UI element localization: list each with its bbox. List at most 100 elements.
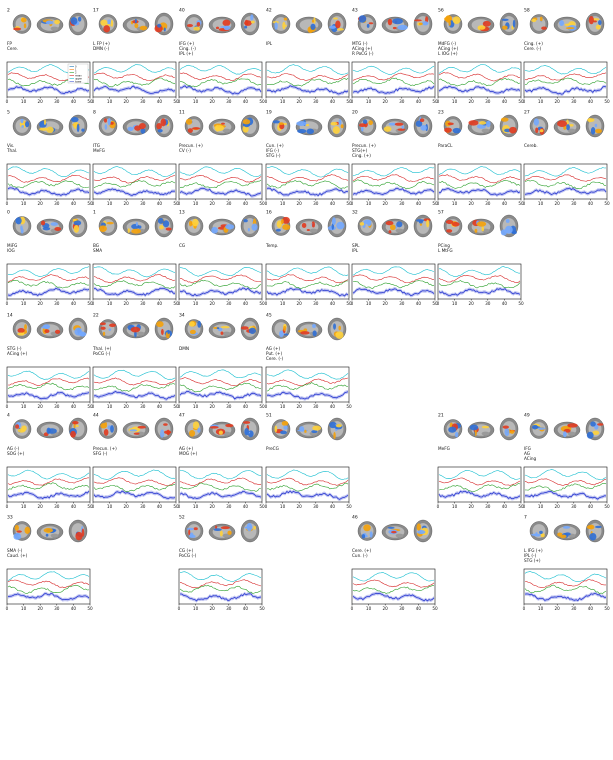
mean-line [438,477,521,486]
component-label: L MtFG [438,248,453,253]
component-panel: 47 0 10 20 30 40 50 [178,413,265,510]
x-tick-label: 20 [297,404,303,409]
component-label: MdFG (-) [438,41,457,46]
mean-line [7,579,90,589]
series-line [438,280,521,289]
series-line [7,382,90,391]
upper-line [179,469,262,480]
component-label: CV (-) [179,148,191,153]
upper-line [438,470,521,480]
x-tick-label: 50 [346,504,352,509]
component-label: MOG (+) [179,451,198,456]
component-label: BG [93,243,100,248]
component-id: 52 [179,515,185,521]
x-tick-label: 50 [346,99,352,104]
mean-line [524,579,606,588]
x-tick-label: 0 [265,301,268,306]
x-tick-label: 40 [588,606,594,611]
x-tick-label: 10 [280,504,286,509]
lower-line [7,187,90,196]
upper-line [438,266,521,277]
lower-line [179,490,262,500]
component-label: SFG (-) [93,451,108,456]
mean-line [524,72,607,81]
x-tick-label: 50 [432,201,438,206]
lower-band [353,286,434,298]
component-label: IFG [524,446,531,451]
x-tick-label: 20 [555,504,561,509]
x-tick-label: 0 [178,606,181,611]
mean-line [267,73,349,81]
lower-line [438,288,521,296]
x-tick-label: 10 [366,606,372,611]
lower-band [8,390,89,401]
x-tick-label: 10 [452,504,458,509]
component-label: Cing. (+) [524,41,543,46]
lower-band [439,286,520,298]
lower-line [179,187,262,197]
upper-line [93,469,176,480]
series-line [524,483,607,492]
upper-line [438,64,521,74]
component-label: PoCG (-) [179,553,197,558]
component-label: SPL [352,243,360,248]
component-label: Thal. (+) [93,346,112,351]
x-tick-label: 10 [193,301,199,306]
component-label: Vis. [7,143,15,148]
x-tick-label: 50 [87,201,93,206]
upper-line [266,369,349,380]
component-label: L IFG (+) [524,548,543,553]
x-tick-label: 0 [178,504,181,509]
component-panel: 57 0 10 20 30 40 50 [437,210,524,307]
series-line [438,77,521,87]
lower-line [266,288,349,297]
x-tick-label: 0 [6,606,9,611]
x-tick-label: 30 [313,504,319,509]
series-line [438,179,521,189]
timecourse-axes [6,263,91,300]
lower-line [524,187,607,196]
mean-line [524,174,607,182]
x-tick-label: 10 [538,99,544,104]
x-tick-label: 30 [399,301,405,306]
x-tick-label: 30 [54,201,60,206]
component-panel: 20 0 10 20 30 40 50 [351,110,438,207]
component-id: 33 [7,515,13,521]
x-tick-label: 30 [485,504,491,509]
lower-line [438,86,521,94]
component-label: STG (-) [7,346,22,351]
upper-line [524,469,607,480]
x-tick-label: 50 [604,606,610,611]
x-tick-label: 0 [6,201,9,206]
x-tick-label: 0 [523,504,526,509]
component-panel: 32 0 10 20 30 40 50 [351,210,438,307]
x-tick-label: 40 [416,301,422,306]
lower-line [7,392,90,400]
x-tick-label: 20 [469,301,475,306]
x-tick-label: 50 [604,201,610,206]
mean-line [352,72,435,81]
component-label: PCing [438,243,450,248]
component-label: STG (-) [266,153,281,158]
series-line [93,77,176,87]
component-label: Cun. (-) [352,553,368,558]
lower-band [267,390,348,401]
x-tick-label: 50 [87,606,93,611]
x-tick-label: 0 [265,504,268,509]
component-panel: 34 0 10 20 30 40 50 [178,313,265,410]
x-tick-label: 30 [313,404,319,409]
lower-band [180,389,261,401]
x-tick-label: 30 [140,301,146,306]
component-label: Cing. (+) [352,153,371,158]
x-tick-label: 30 [226,201,232,206]
x-tick-label: 40 [502,504,508,509]
component-panel: 40 10 20 30 40 50 [6,413,93,510]
x-tick-label: 20 [469,201,475,206]
x-tick-label: 0 [437,301,440,306]
x-tick-label: 0 [178,301,181,306]
lower-line [179,287,262,297]
lower-line [352,187,435,195]
component-id: 7 [524,515,527,521]
x-tick-label: 30 [140,504,146,509]
